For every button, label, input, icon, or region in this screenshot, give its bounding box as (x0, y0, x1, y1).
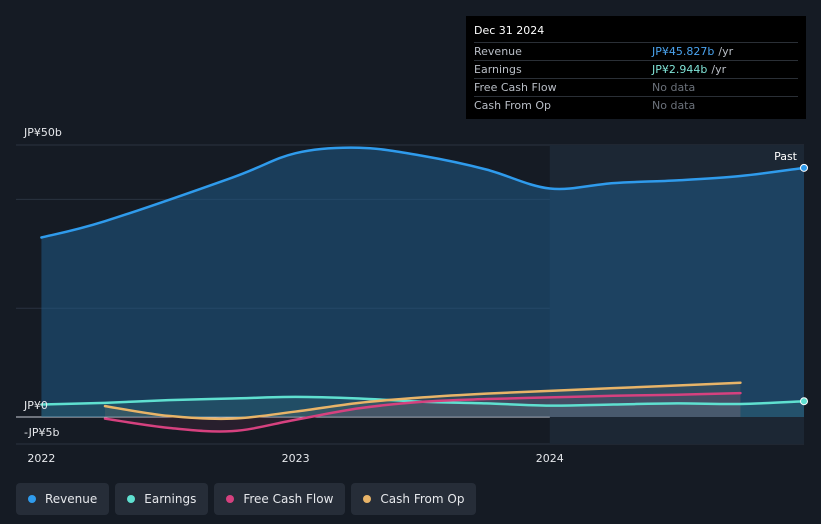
x-tick-label: 2024 (536, 452, 564, 465)
tooltip-label: Earnings (474, 63, 522, 76)
legend-item-cash-from-op[interactable]: Cash From Op (351, 483, 477, 515)
tooltip-unit: /yr (711, 63, 727, 76)
tooltip-unit: /yr (718, 45, 734, 58)
data-tooltip: Dec 31 2024 Revenue JP¥45.827b/yr Earnin… (466, 16, 806, 119)
legend-label: Revenue (45, 492, 98, 506)
series-endpoint-revenue (800, 163, 808, 172)
tooltip-value: JP¥2.944b (652, 63, 708, 76)
legend-dot-icon (226, 495, 235, 503)
tooltip-value: No data (652, 81, 696, 94)
y-tick-label: -JP¥5b (24, 426, 59, 439)
series-line-cash-from-op (103, 381, 742, 421)
legend-label: Cash From Op (380, 492, 465, 506)
tooltip-label: Cash From Op (474, 99, 552, 112)
legend-label: Free Cash Flow (243, 492, 334, 506)
chart-lines (40, 146, 806, 433)
legend-dot-icon (363, 495, 372, 503)
tooltip-label: Revenue (474, 45, 522, 58)
x-tick-label: 2022 (27, 452, 55, 465)
series-endpoint-earnings (800, 397, 808, 406)
legend-item-free-cash-flow[interactable]: Free Cash Flow (214, 483, 346, 515)
chart-markers (800, 163, 808, 406)
chart-legend: Revenue Earnings Free Cash Flow Cash Fro… (16, 483, 477, 515)
chart-fills (41, 147, 804, 432)
legend-item-revenue[interactable]: Revenue (16, 483, 110, 515)
y-tick-label: JP¥0 (23, 399, 48, 412)
series-line-free-cash-flow (103, 391, 742, 433)
legend-dot-icon (28, 495, 36, 503)
tooltip-row-cash-from-op: Cash From Op No data (474, 97, 798, 114)
tooltip-value: No data (652, 99, 696, 112)
x-tick-label: 2023 (282, 452, 310, 465)
x-axis-ticks: 2022 2023 2024 (27, 452, 563, 465)
legend-label: Earnings (144, 492, 197, 506)
tooltip-value: JP¥45.827b (652, 45, 715, 58)
tooltip-row-earnings: Earnings JP¥2.944b/yr (474, 61, 798, 79)
legend-item-earnings[interactable]: Earnings (115, 483, 209, 515)
tooltip-date: Dec 31 2024 (474, 22, 798, 43)
y-tick-label: JP¥50b (23, 126, 62, 139)
series-line-revenue (40, 146, 806, 239)
series-area-free-cash-flow (104, 393, 741, 432)
series-area-revenue (41, 147, 804, 417)
tooltip-row-revenue: Revenue JP¥45.827b/yr (474, 43, 798, 61)
tooltip-row-free-cash-flow: Free Cash Flow No data (474, 79, 798, 97)
past-label: Past (774, 150, 798, 163)
series-area-earnings (41, 396, 804, 417)
legend-dot-icon (127, 495, 136, 503)
y-axis-ticks: JP¥50b JP¥0 -JP¥5b (23, 126, 62, 439)
tooltip-label: Free Cash Flow (474, 81, 557, 94)
